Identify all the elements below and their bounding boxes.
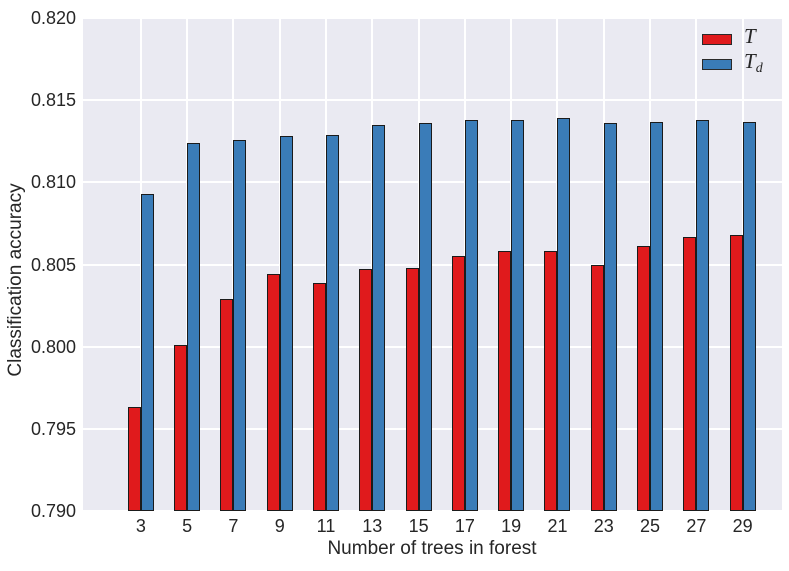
- bar-Td-13: [372, 124, 386, 511]
- legend-label-Td: Td: [744, 48, 763, 76]
- plot-area: [83, 17, 782, 512]
- gridline-y-0.790: [83, 510, 782, 512]
- x-tick-17: 17: [454, 516, 475, 536]
- x-tick-27: 27: [686, 516, 707, 536]
- y-tick-0.800: 0.800: [30, 336, 76, 357]
- x-tick-13: 13: [362, 516, 383, 536]
- legend-label-T: T: [744, 23, 756, 48]
- legend-entry-Td: Td: [702, 48, 763, 77]
- gridline-y-0.815: [83, 99, 782, 102]
- bar-T-25: [637, 246, 651, 511]
- gridline-y-0.805: [83, 263, 782, 266]
- y-tick-0.805: 0.805: [30, 254, 76, 275]
- bar-Td-5: [187, 142, 201, 511]
- bar-Td-7: [233, 139, 247, 511]
- y-tick-0.790: 0.790: [30, 501, 76, 521]
- x-tick-19: 19: [501, 516, 522, 536]
- bar-T-17: [451, 256, 465, 511]
- gridline-y-0.820: [83, 17, 782, 19]
- bar-T-21: [544, 251, 558, 511]
- x-tick-25: 25: [640, 516, 661, 536]
- bar-T-3: [127, 407, 141, 511]
- x-tick-21: 21: [547, 516, 568, 536]
- bar-T-5: [174, 345, 188, 511]
- y-tick-0.795: 0.795: [30, 418, 76, 439]
- bar-Td-15: [418, 123, 432, 511]
- x-tick-7: 7: [228, 516, 239, 536]
- bar-T-11: [313, 282, 327, 511]
- legend-entry-T: T: [702, 23, 763, 52]
- bar-Td-17: [464, 119, 478, 511]
- bar-Td-25: [650, 121, 664, 511]
- legend-swatch-T-icon: [702, 34, 732, 45]
- bar-T-19: [498, 251, 512, 511]
- x-tick-23: 23: [593, 516, 614, 536]
- bar-Td-23: [603, 123, 617, 511]
- bar-Td-19: [511, 119, 525, 511]
- bar-Td-3: [140, 193, 154, 511]
- bar-T-29: [729, 234, 743, 511]
- x-tick-11: 11: [316, 516, 336, 536]
- bar-T-13: [359, 269, 373, 511]
- x-tick-3: 3: [135, 516, 146, 536]
- x-tick-15: 15: [408, 516, 429, 536]
- legend-swatch-Td-icon: [702, 59, 732, 70]
- legend: T Td: [702, 23, 763, 77]
- bar-T-9: [266, 274, 280, 511]
- x-tick-5: 5: [182, 516, 193, 536]
- y-tick-0.820: 0.820: [30, 8, 76, 28]
- y-tick-0.815: 0.815: [30, 90, 76, 111]
- bar-Td-29: [742, 121, 756, 511]
- bar-Td-21: [557, 118, 571, 511]
- gridline-y-0.795: [83, 427, 782, 430]
- gridline-y-0.810: [83, 181, 782, 184]
- bar-T-15: [405, 267, 419, 511]
- x-tick-9: 9: [274, 516, 285, 536]
- bar-T-23: [590, 264, 604, 511]
- x-tick-29: 29: [732, 516, 753, 536]
- gridline-y-0.800: [83, 345, 782, 348]
- bar-T-7: [220, 299, 234, 511]
- y-tick-0.810: 0.810: [30, 172, 76, 193]
- bar-Td-9: [279, 136, 293, 511]
- bar-Td-27: [696, 119, 710, 511]
- bar-Td-11: [326, 134, 340, 511]
- bar-T-27: [683, 236, 697, 511]
- x-axis-label: Number of trees in forest: [327, 538, 537, 559]
